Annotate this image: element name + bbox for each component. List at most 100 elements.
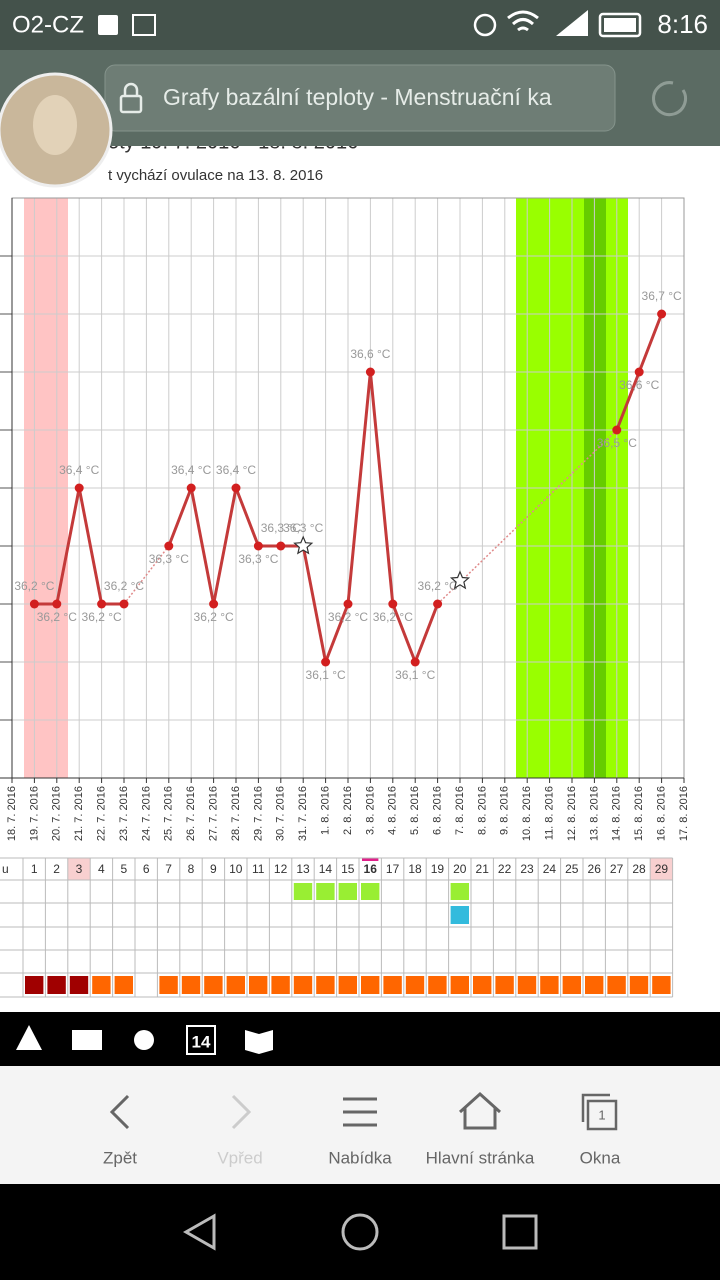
x-tick-label: 19. 7. 2016 [28,786,40,841]
day-number: 13 [296,862,310,876]
point [164,541,174,551]
day-number: 7 [165,862,172,876]
point [343,599,353,609]
point [634,367,644,377]
day-number: 5 [120,862,127,876]
sys-back[interactable] [182,1213,216,1251]
url-title: Grafy bazální teploty - Menstruační ka [163,84,552,110]
value-label: 36,1 °C [395,668,435,682]
x-tick-label: 29. 7. 2016 [252,786,264,841]
day-number: 16 [364,862,378,876]
image-icon [132,14,156,36]
tab-count: 1 [598,1107,605,1122]
menu-icon[interactable] [343,1097,377,1127]
mucus-cell [338,883,357,900]
day-number: 28 [632,862,646,876]
reload-button[interactable] [652,81,688,117]
tabs-icon[interactable] [586,1099,618,1131]
value-label: 36,3 °C [238,552,278,566]
period-cell [450,976,469,994]
forward-icon [231,1094,252,1130]
settings-icon[interactable] [134,1030,154,1050]
period-cell [25,976,44,994]
back-icon[interactable] [109,1094,130,1130]
value-label: 36,3 °C [149,552,189,566]
day-number: 14 [319,862,333,876]
value-label: 36,7 °C [642,289,682,303]
x-tick-label: 30. 7. 2016 [275,786,287,841]
period-cell [540,976,559,994]
point [410,657,420,667]
day-number: 10 [229,862,243,876]
point [29,599,39,609]
day-number: 18 [408,862,422,876]
x-tick-label: 31. 7. 2016 [297,786,309,841]
day-number: 19 [431,862,445,876]
period-cell [338,976,357,994]
back-label[interactable]: Zpět [103,1148,137,1167]
gap-connector [437,429,618,605]
x-tick-label: 9. 8. 2016 [499,786,511,835]
alarm-icon [473,13,497,37]
mucus-cell [361,883,380,900]
day-number: 27 [610,862,624,876]
period-cell [585,976,604,994]
point [276,541,286,551]
mucus-cell [450,883,469,900]
period-cell [92,976,111,994]
day-number: 1 [31,862,38,876]
value-label: 36,2 °C [82,610,122,624]
period-cell [47,976,66,994]
menu-label[interactable]: Nabídka [328,1148,392,1167]
day-number: 12 [274,862,288,876]
star-point [293,535,314,555]
period-cell [114,976,133,994]
sys-home[interactable] [341,1213,379,1251]
calendar-icon[interactable] [186,1025,216,1055]
period-cell [495,976,514,994]
today-marker [362,858,379,861]
x-tick-label: 16. 8. 2016 [656,786,668,841]
sys-recents[interactable] [502,1214,538,1250]
book-icon[interactable] [245,1030,273,1054]
battery-level [604,18,636,32]
value-label: 36,4 °C [171,463,211,477]
x-tick-label: 10. 8. 2016 [521,786,533,841]
tabs-label[interactable]: Okna [580,1148,621,1167]
value-label: 36,2 °C [373,610,413,624]
day-highlight [650,858,673,880]
home-label[interactable]: Hlavní stránka [426,1148,535,1167]
x-tick-label: 4. 8. 2016 [387,786,399,835]
period-cell [405,976,425,994]
day-number: 6 [143,862,150,876]
day-number: 23 [520,862,534,876]
x-tick-label: 3. 8. 2016 [364,786,376,835]
url-field[interactable] [104,64,616,132]
x-tick-label: 15. 8. 2016 [633,786,645,841]
gap-connector [123,545,170,605]
day-number: 11 [252,862,265,876]
value-label: 36,4 °C [59,463,99,477]
home-icon[interactable] [458,1091,502,1130]
period-cell [652,976,671,994]
point [365,367,375,377]
period-cell [428,976,447,994]
clock: 8:16 [657,9,708,39]
value-label: 36,4 °C [216,463,256,477]
mail-icon[interactable] [72,1030,102,1050]
day-number: 29 [655,862,669,876]
day-number: 2 [53,862,60,876]
period-cell [562,976,581,994]
calendar: 1 2 3 4 5 6 7 8 9 10 11 12 13 14 15 16 17 18 19 20 21 22 23 24 2… [0,857,674,998]
x-tick-label: 2. 8. 2016 [342,786,354,835]
x-tick-label: 7. 8. 2016 [454,786,466,835]
period-cell [361,976,380,994]
day-number: 24 [543,862,557,876]
x-tick-label: 22. 7. 2016 [96,786,108,841]
x-tick-label: 17. 8. 2016 [678,786,690,841]
warning-icon[interactable] [16,1025,42,1050]
point [119,599,129,609]
x-tick-label: 12. 8. 2016 [566,786,578,841]
toolbar [0,1012,720,1066]
